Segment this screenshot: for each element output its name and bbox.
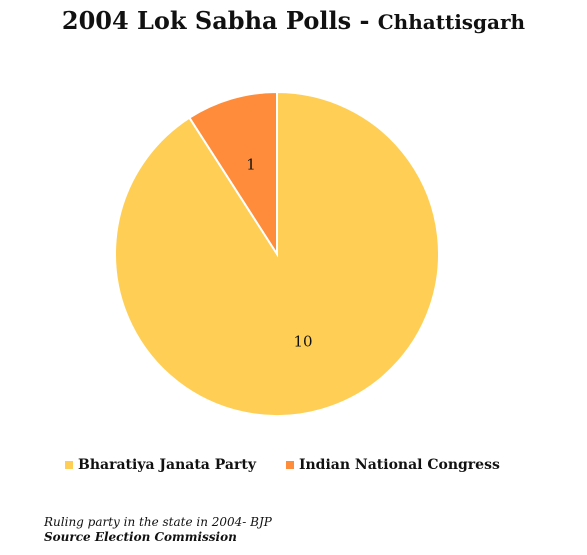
legend-item-bjp: Bharatiya Janata Party [65,457,256,473]
chart-title-sub: Chhattisgarh [377,10,526,34]
legend-label-inc: Indian National Congress [298,457,500,473]
data-label-inc: 1 [246,155,256,173]
legend-item-inc: Indian National Congress [285,457,500,473]
data-label-bjp: 10 [293,333,312,351]
chart-title: 2004 Lok Sabha Polls - Chhattisgarh [0,6,587,35]
legend-swatch-bjp [65,461,73,469]
pie-slice-inc [188,90,278,258]
source-note: Source Election Commission [44,530,237,544]
chart-title-main: 2004 Lok Sabha Polls [61,6,352,35]
legend: Bharatiya Janata Party Indian National C… [65,457,530,473]
legend-label-bjp: Bharatiya Janata Party [78,457,256,473]
notes: Ruling party in the state in 2004- BJP S… [44,515,272,545]
chart-title-separator: - [351,6,378,35]
legend-swatch-inc [285,461,294,469]
ruling-party-note: Ruling party in the state in 2004- BJP [44,515,272,529]
